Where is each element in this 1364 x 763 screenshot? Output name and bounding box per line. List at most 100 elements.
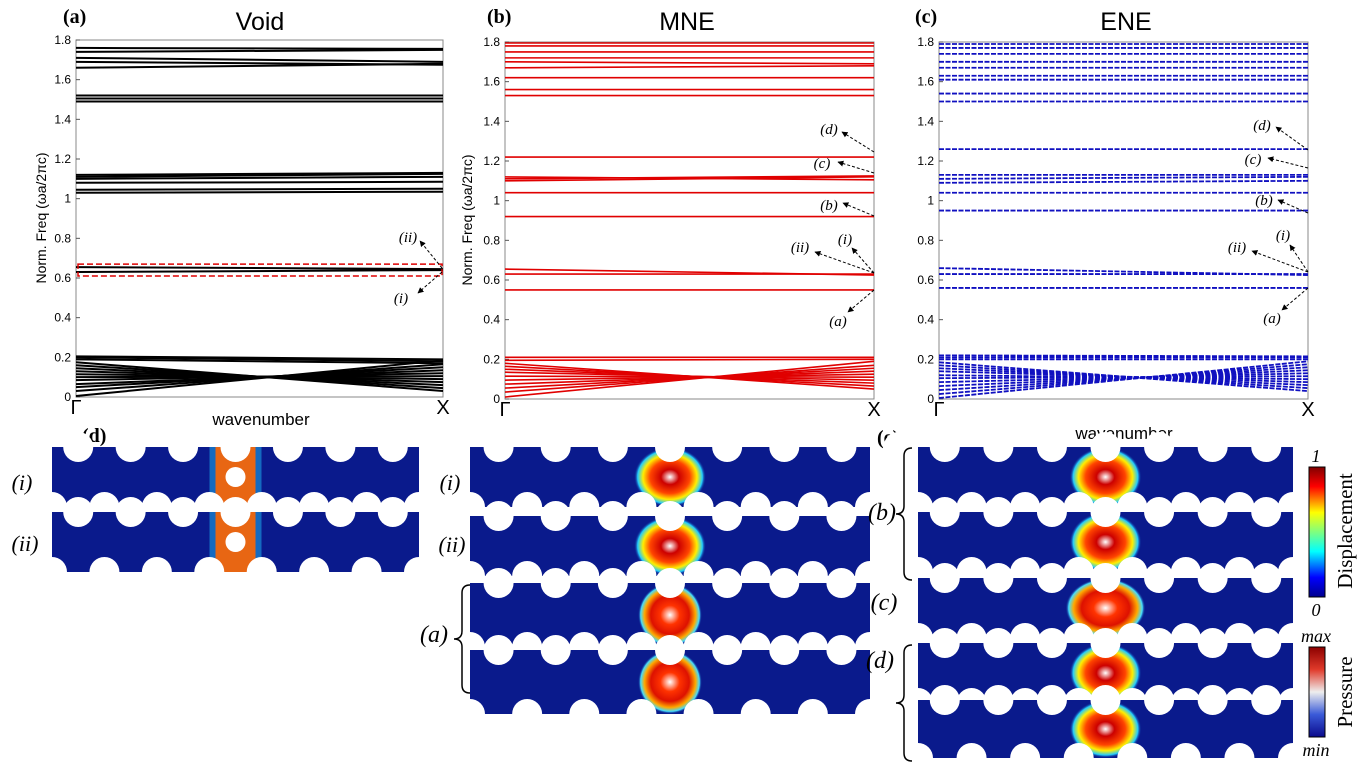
hole bbox=[883, 432, 914, 462]
hole bbox=[246, 557, 277, 587]
band-line bbox=[504, 61, 875, 65]
field-hotspot bbox=[634, 447, 706, 507]
hole bbox=[1197, 685, 1228, 715]
hole bbox=[430, 497, 461, 527]
hole bbox=[540, 635, 571, 665]
hole bbox=[569, 699, 600, 729]
band-line bbox=[75, 56, 444, 63]
row-label-ene-c: (c) bbox=[871, 590, 898, 616]
hole bbox=[325, 432, 356, 462]
hole bbox=[455, 492, 485, 522]
annotation-c: (c) bbox=[1245, 152, 1262, 168]
hole bbox=[220, 497, 251, 527]
field-hotspot bbox=[1069, 447, 1142, 507]
center-hole bbox=[225, 467, 246, 487]
hole bbox=[929, 432, 960, 462]
hole bbox=[1063, 743, 1094, 763]
hole bbox=[115, 497, 146, 527]
hole bbox=[683, 699, 714, 729]
hole bbox=[404, 557, 434, 587]
arrow-i bbox=[1289, 244, 1309, 273]
hole bbox=[826, 501, 857, 531]
hole bbox=[1117, 743, 1148, 763]
hole bbox=[956, 743, 987, 763]
hole bbox=[983, 497, 1014, 527]
chart-title-mne: MNE bbox=[659, 8, 715, 36]
hole bbox=[1036, 685, 1067, 715]
band-line bbox=[938, 354, 1309, 358]
y-axis-label: Norm. Freq (ωa/2πc) bbox=[459, 154, 475, 285]
y-tick-label: 0 bbox=[493, 392, 500, 406]
field-strip bbox=[903, 497, 1335, 587]
plot-frame bbox=[504, 41, 875, 400]
arrow-b bbox=[842, 202, 875, 217]
band-line bbox=[938, 179, 1309, 184]
y-tick-label: 1.2 bbox=[54, 152, 71, 166]
hole bbox=[1304, 432, 1335, 462]
hole bbox=[512, 699, 543, 729]
band-line bbox=[938, 267, 1309, 276]
arrow-a bbox=[1281, 287, 1309, 311]
field-hotspot bbox=[638, 583, 702, 647]
hole bbox=[1197, 628, 1228, 658]
colorbar-displacement-label: Displacement bbox=[1333, 473, 1357, 589]
colorbar-pressure: max min Pressure bbox=[1301, 626, 1357, 760]
row-label-void-i: (i) bbox=[12, 470, 33, 495]
hole bbox=[1010, 743, 1041, 763]
field-hotspot bbox=[1069, 700, 1142, 758]
x-tick-x: X bbox=[1301, 399, 1314, 421]
arrow-ii bbox=[1251, 250, 1309, 273]
arrow-i bbox=[417, 271, 443, 294]
hole bbox=[626, 699, 657, 729]
hole bbox=[655, 568, 685, 598]
hole bbox=[769, 568, 800, 598]
band-line bbox=[75, 171, 444, 176]
hole bbox=[1144, 685, 1175, 715]
band-line bbox=[75, 187, 444, 191]
y-tick-label: 1 bbox=[493, 194, 500, 208]
band-lines bbox=[504, 42, 875, 398]
y-tick-label: 1.4 bbox=[483, 114, 500, 128]
hole bbox=[540, 501, 571, 531]
colorbar-pressure-label: Pressure bbox=[1333, 656, 1357, 727]
hole bbox=[797, 492, 828, 522]
y-tick-label: 0.8 bbox=[54, 231, 71, 245]
y-tick-label: 0.6 bbox=[54, 271, 71, 285]
colorbar-displacement-gradient bbox=[1308, 466, 1326, 598]
hole bbox=[683, 492, 714, 522]
hole bbox=[855, 699, 885, 729]
hole bbox=[1224, 743, 1255, 763]
colorbar-displacement: 1 0 Displacement bbox=[1308, 446, 1357, 620]
band-line bbox=[504, 176, 875, 181]
y-tick-label: 1.6 bbox=[917, 75, 934, 89]
hole bbox=[826, 432, 857, 462]
hole bbox=[325, 497, 356, 527]
band-line bbox=[75, 356, 444, 363]
hole bbox=[1144, 563, 1175, 593]
row-label-void-ii: (ii) bbox=[12, 531, 39, 556]
band-line bbox=[75, 355, 444, 361]
arrow-d bbox=[1275, 126, 1309, 151]
hole bbox=[740, 492, 771, 522]
hole bbox=[63, 432, 94, 462]
annotation-ii: (ii) bbox=[399, 230, 417, 246]
hole bbox=[168, 497, 199, 527]
plot-frame bbox=[75, 39, 444, 398]
hole bbox=[712, 568, 743, 598]
y-tick-label: 1.4 bbox=[54, 112, 71, 126]
hole bbox=[929, 563, 960, 593]
hole bbox=[1251, 628, 1282, 658]
band-line bbox=[504, 358, 875, 362]
hole bbox=[712, 501, 743, 531]
hole bbox=[89, 557, 120, 587]
band-line bbox=[75, 269, 444, 274]
hole bbox=[540, 432, 571, 462]
field-hotspot bbox=[1069, 512, 1142, 572]
hole bbox=[769, 635, 800, 665]
brace-ene-b bbox=[895, 447, 913, 581]
hole bbox=[983, 432, 1014, 462]
hole bbox=[168, 432, 199, 462]
hole bbox=[141, 557, 172, 587]
y-tick-label: 0.2 bbox=[54, 350, 71, 364]
band-chart-ene: (c) ENE 00.20.40.60.811.21.41.61.8 Γ X w… bbox=[915, 6, 1315, 443]
